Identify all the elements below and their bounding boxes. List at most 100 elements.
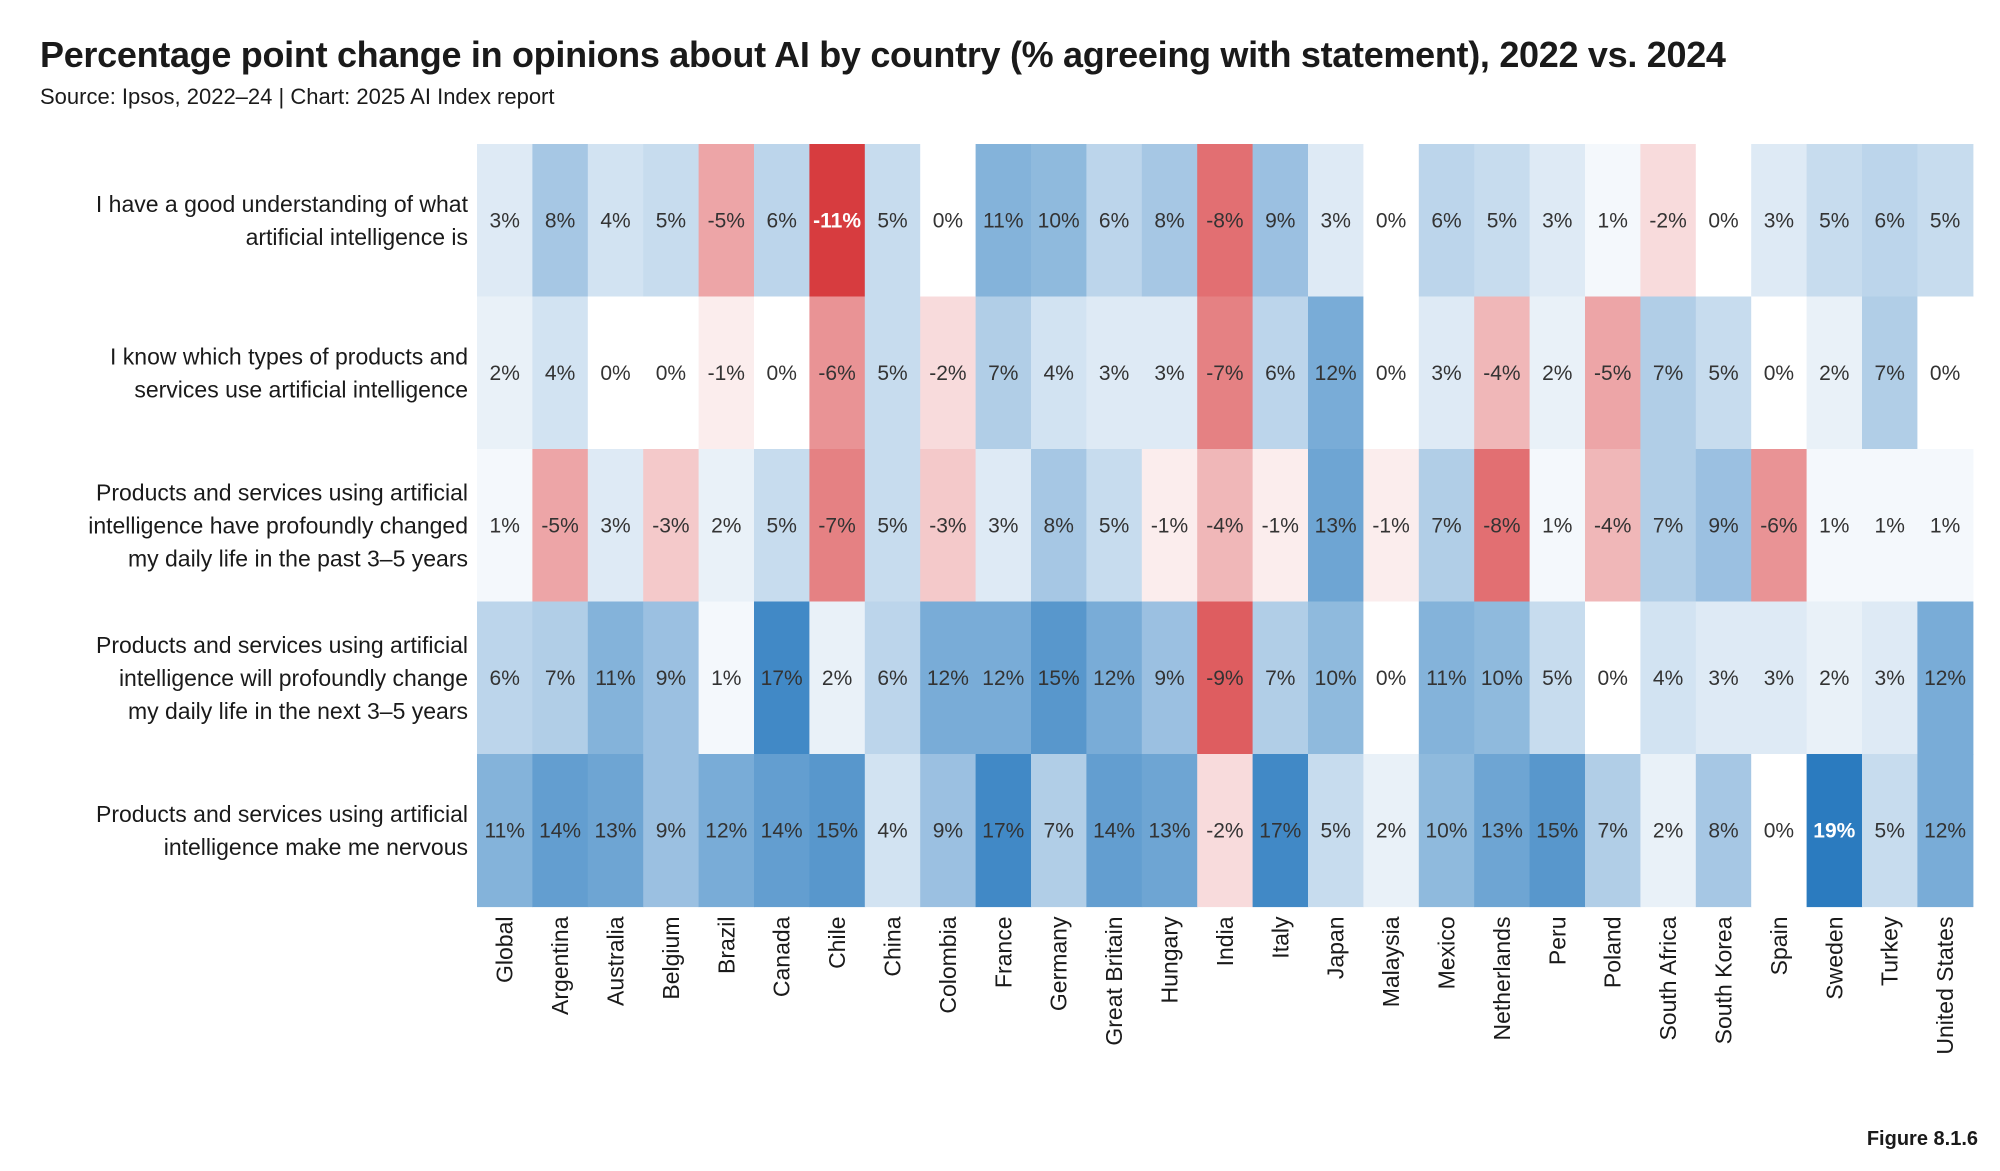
heatmap-cell-r1-chile bbox=[809, 296, 866, 450]
column-label-brazil: Brazil bbox=[713, 917, 739, 975]
heatmap-cell-r2-china bbox=[864, 449, 921, 603]
cell-value-r4-australia: 13% bbox=[594, 819, 636, 842]
heatmap-cell-r3-argentina bbox=[532, 601, 589, 755]
heatmap-cell-r0-turkey bbox=[1862, 144, 1918, 298]
cell-value-r2-peru: 1% bbox=[1542, 514, 1572, 537]
chart-title: Percentage point change in opinions abou… bbox=[40, 34, 1726, 75]
heatmap-cell-r3-malaysia bbox=[1363, 601, 1420, 755]
column-label-south-korea: South Korea bbox=[1711, 916, 1737, 1044]
heatmap-cell-r1-malaysia bbox=[1363, 296, 1420, 450]
cell-value-r2-hungary: -1% bbox=[1151, 514, 1188, 537]
cell-value-r1-south-africa: 7% bbox=[1653, 362, 1683, 385]
heatmap-cell-r2-south-korea bbox=[1695, 449, 1752, 603]
cell-value-r0-united-states: 5% bbox=[1930, 209, 1960, 232]
column-label-spain: Spain bbox=[1766, 917, 1792, 976]
cell-value-r3-china: 6% bbox=[877, 667, 907, 690]
cell-value-r0-sweden: 5% bbox=[1819, 209, 1849, 232]
cell-value-r4-peru: 15% bbox=[1536, 819, 1578, 842]
heatmap-cell-r0-malaysia bbox=[1363, 144, 1420, 298]
heatmap-cell-r3-mexico bbox=[1418, 601, 1475, 755]
column-label-hungary: Hungary bbox=[1157, 916, 1183, 1003]
heatmap-cell-r2-chile bbox=[809, 449, 866, 603]
column-label-italy: Italy bbox=[1267, 916, 1293, 959]
cell-value-r0-canada: 6% bbox=[767, 209, 797, 232]
heatmap-cell-r1-italy bbox=[1252, 296, 1309, 450]
heatmap-cell-r3-colombia bbox=[920, 601, 977, 755]
cell-value-r4-india: -2% bbox=[1206, 819, 1243, 842]
heatmap-cell-r3-brazil bbox=[698, 601, 755, 755]
heatmap-cell-r1-canada bbox=[754, 296, 810, 450]
heatmap-cell-r3-south-africa bbox=[1640, 601, 1697, 755]
cell-value-r4-turkey: 5% bbox=[1875, 819, 1905, 842]
cell-value-r3-chile: 2% bbox=[822, 667, 852, 690]
heatmap-cell-r4-mexico bbox=[1418, 754, 1475, 908]
cell-value-r3-australia: 11% bbox=[595, 667, 635, 690]
cell-value-r2-netherlands: -8% bbox=[1483, 514, 1520, 537]
heatmap-cell-r3-china bbox=[864, 601, 921, 755]
heatmap-cell-r2-australia bbox=[587, 449, 644, 603]
cell-value-r0-colombia: 0% bbox=[933, 209, 963, 232]
cell-value-r0-argentina: 8% bbox=[545, 209, 575, 232]
row-label-2: Products and services using artificial in… bbox=[88, 479, 468, 571]
cell-value-r3-united-states: 12% bbox=[1924, 667, 1966, 690]
heatmap-cell-r0-brazil bbox=[698, 144, 755, 298]
heatmap-cell-r1-great-britain bbox=[1086, 296, 1143, 450]
cell-value-r4-brazil: 12% bbox=[705, 819, 747, 842]
column-label-mexico: Mexico bbox=[1434, 917, 1460, 990]
cell-value-r2-sweden: 1% bbox=[1819, 514, 1849, 537]
heatmap-cell-r4-belgium bbox=[643, 754, 700, 908]
cell-value-r4-sweden: 19% bbox=[1813, 819, 1855, 842]
cell-value-r0-netherlands: 5% bbox=[1487, 209, 1517, 232]
cell-value-r3-malaysia: 0% bbox=[1376, 667, 1406, 690]
heatmap-cell-r0-argentina bbox=[532, 144, 589, 298]
heatmap-cell-r2-france bbox=[975, 449, 1032, 603]
heatmap-cell-r4-italy bbox=[1252, 754, 1309, 908]
heatmap-cell-r0-great-britain bbox=[1086, 144, 1143, 298]
heatmap-cell-r4-poland bbox=[1585, 754, 1641, 908]
heatmap-cell-r0-mexico bbox=[1418, 144, 1475, 298]
heatmap-cell-r3-canada bbox=[754, 601, 810, 755]
heatmap-cell-r0-china bbox=[864, 144, 921, 298]
cell-value-r1-japan: 12% bbox=[1315, 362, 1357, 385]
heatmap-cell-r0-belgium bbox=[643, 144, 700, 298]
heatmap-cell-r4-chile bbox=[809, 754, 866, 908]
heatmap-cell-r2-global bbox=[477, 449, 533, 603]
heatmap-cell-r4-turkey bbox=[1862, 754, 1918, 908]
row-label-0-line-1: artificial intelligence is bbox=[246, 224, 468, 250]
heatmap-cell-r4-hungary bbox=[1141, 754, 1198, 908]
heatmap-cell-r3-poland bbox=[1585, 601, 1641, 755]
column-label-france: France bbox=[990, 917, 1016, 989]
column-labels: Global Argentina Australia Belgium Brazil Can… bbox=[492, 916, 1958, 1055]
heatmap-cell-r1-colombia bbox=[920, 296, 977, 450]
row-label-4: Products and services using artificial in… bbox=[96, 801, 468, 860]
column-label-turkey: Turkey bbox=[1877, 916, 1903, 986]
cell-value-r4-netherlands: 13% bbox=[1481, 819, 1523, 842]
row-label-0: I have a good understanding of what artif… bbox=[96, 191, 469, 250]
cell-value-r3-canada: 17% bbox=[761, 667, 803, 690]
cell-value-r0-australia: 4% bbox=[600, 209, 630, 232]
cell-value-r4-hungary: 13% bbox=[1148, 819, 1190, 842]
cell-value-r3-hungary: 9% bbox=[1154, 667, 1184, 690]
heatmap-cell-r2-argentina bbox=[532, 449, 589, 603]
heatmap-cell-r3-india bbox=[1197, 601, 1254, 755]
heatmap-cell-r3-global bbox=[477, 601, 533, 755]
heatmap-cell-r4-south-africa bbox=[1640, 754, 1697, 908]
cell-value-r0-south-africa: -2% bbox=[1649, 209, 1686, 232]
cell-value-r0-brazil: -5% bbox=[708, 209, 745, 232]
heatmap-cell-r2-peru bbox=[1529, 449, 1586, 603]
cell-value-r2-india: -4% bbox=[1206, 514, 1243, 537]
cell-value-r2-china: 5% bbox=[877, 514, 907, 537]
cell-value-r2-argentina: -5% bbox=[541, 514, 578, 537]
heatmap-cell-r4-malaysia bbox=[1363, 754, 1420, 908]
heatmap-cell-r3-united-states bbox=[1917, 601, 1974, 755]
heatmap-cell-r3-japan bbox=[1308, 601, 1364, 755]
heatmap-cell-r4-great-britain bbox=[1086, 754, 1143, 908]
row-label-3-line-0: Products and services using artificial bbox=[96, 632, 468, 658]
column-label-south-africa: South Africa bbox=[1655, 916, 1681, 1040]
cell-value-r2-great-britain: 5% bbox=[1099, 514, 1129, 537]
cell-value-r2-canada: 5% bbox=[767, 514, 797, 537]
heatmap-cell-r1-hungary bbox=[1141, 296, 1198, 450]
cell-value-r4-spain: 0% bbox=[1764, 819, 1794, 842]
cell-value-r1-colombia: -2% bbox=[929, 362, 966, 385]
cell-value-r1-brazil: -1% bbox=[708, 362, 745, 385]
